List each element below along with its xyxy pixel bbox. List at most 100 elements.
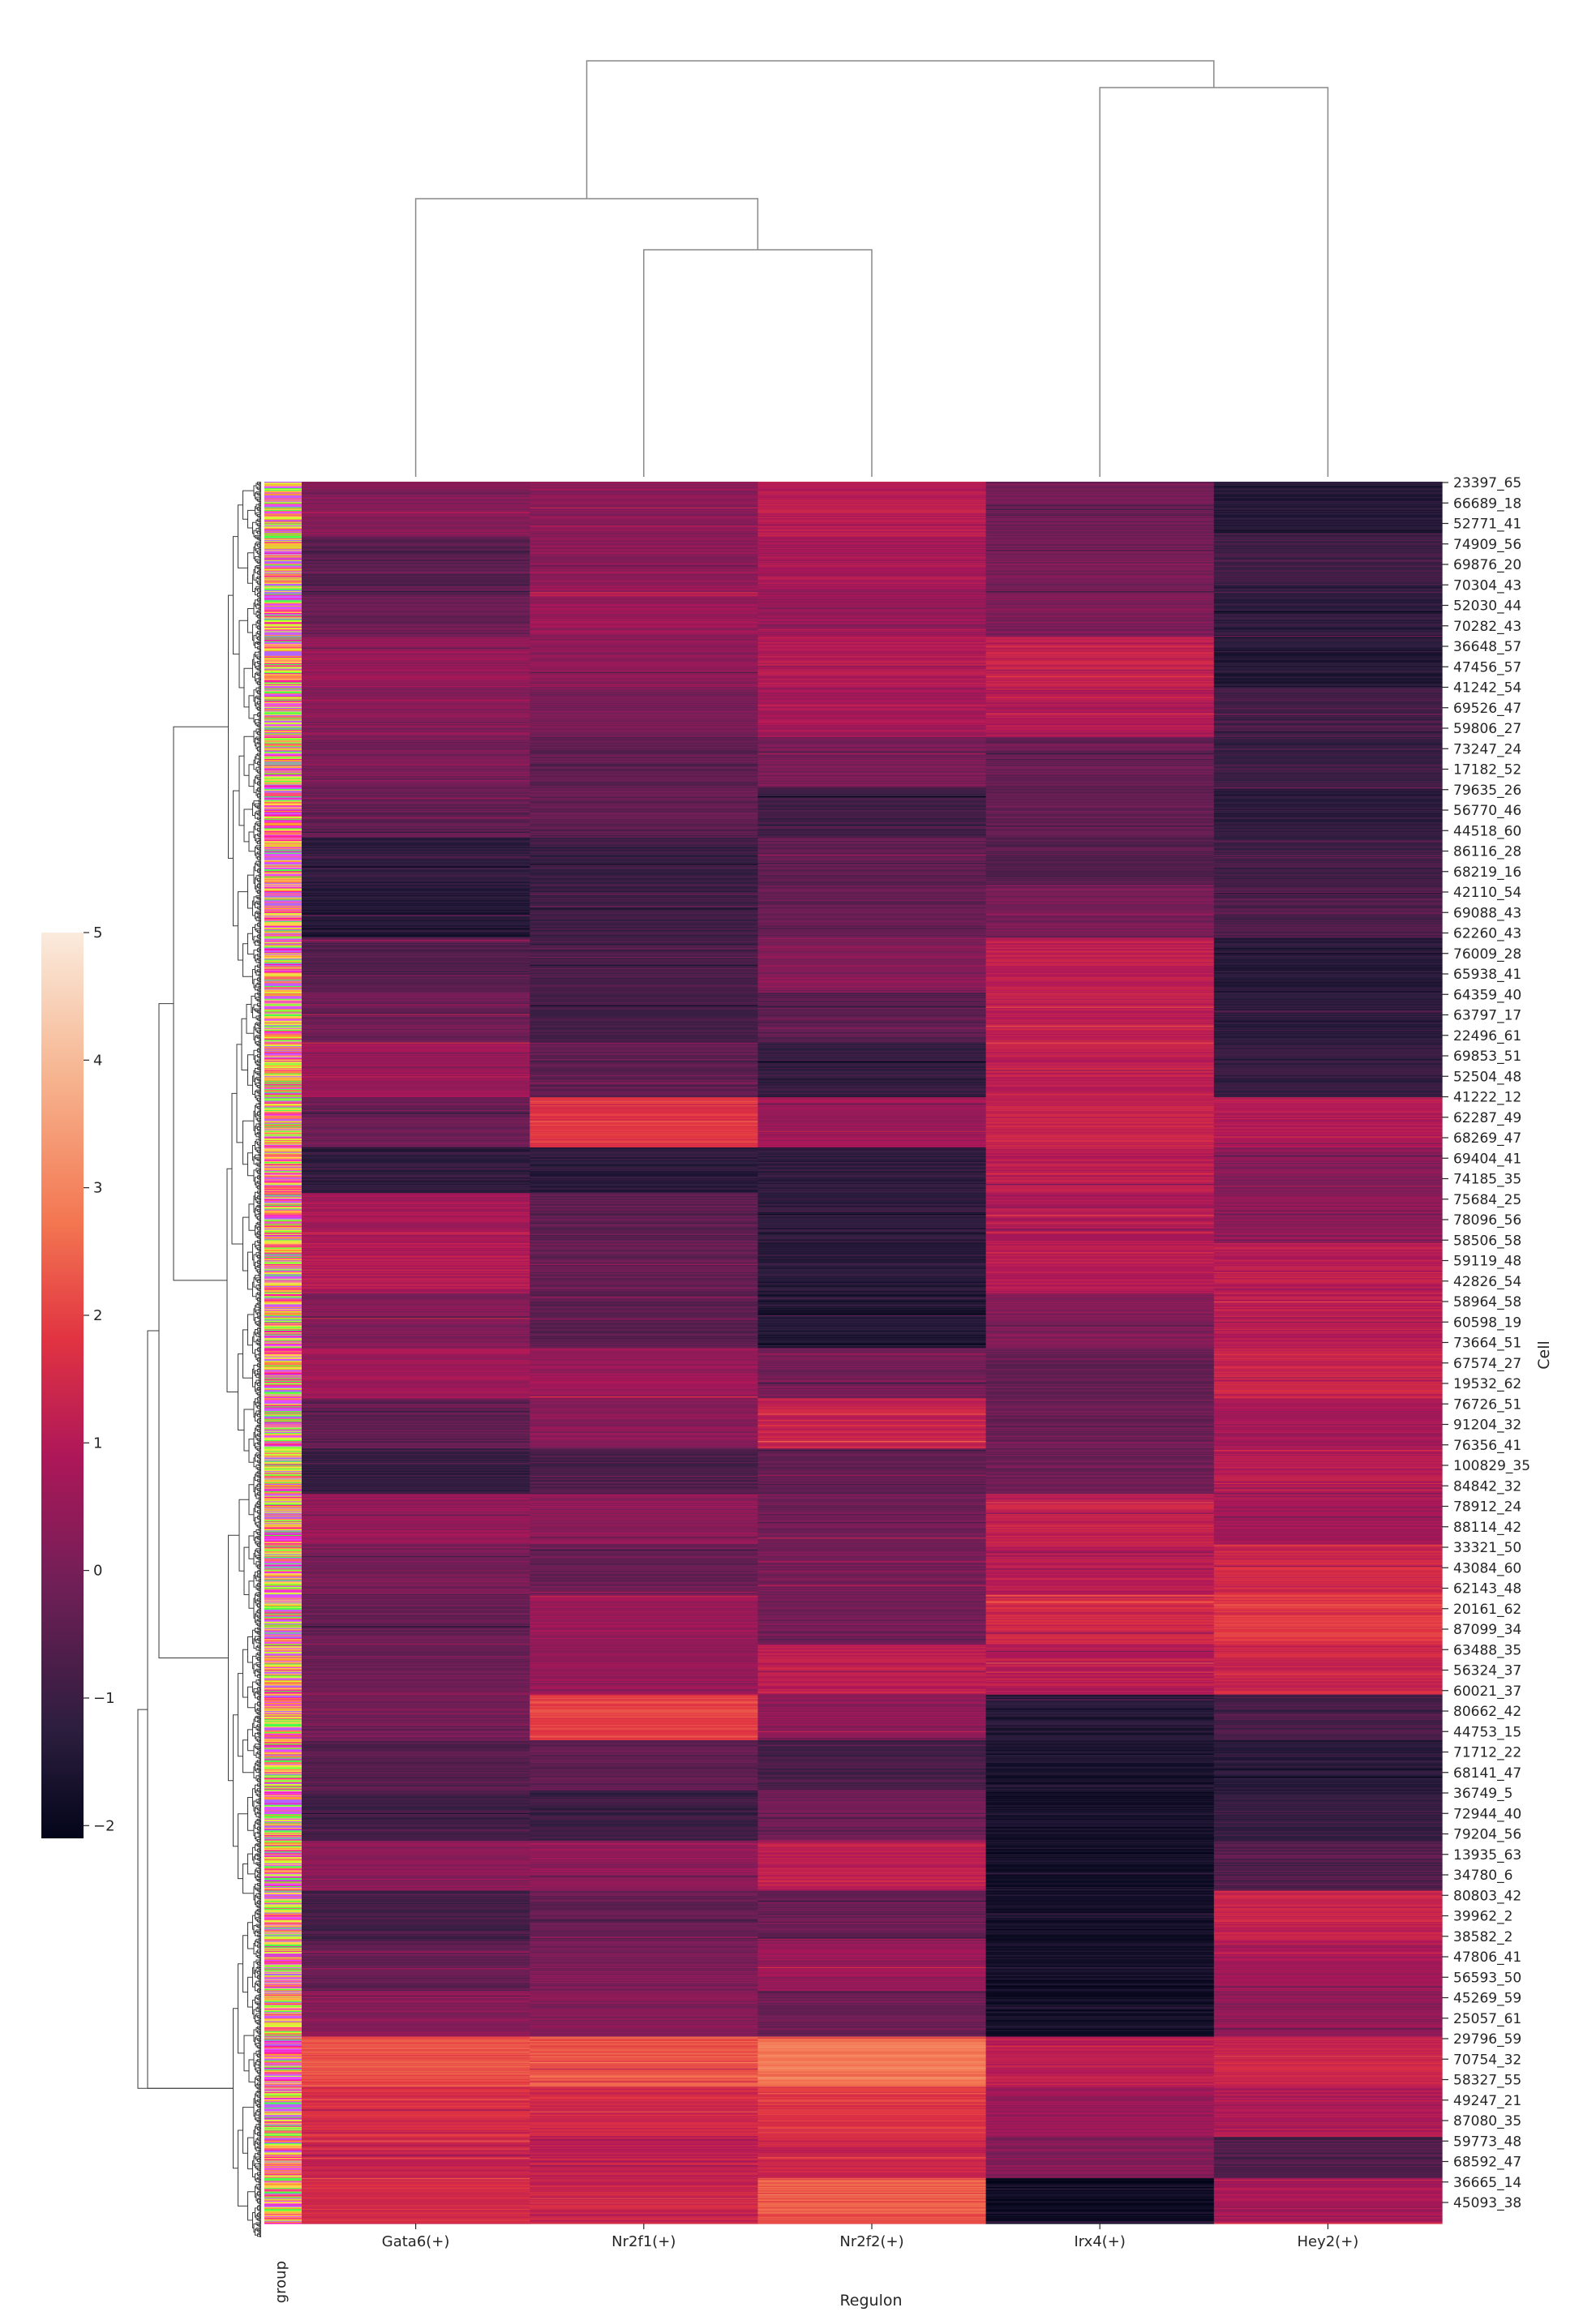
dendrogram-link bbox=[260, 1443, 261, 1446]
group-strip-cell bbox=[264, 1537, 302, 1538]
group-strip-cell bbox=[264, 952, 302, 954]
group-strip-cell bbox=[264, 2108, 302, 2111]
group-strip-cell bbox=[264, 1575, 302, 1577]
heatmap-cell bbox=[757, 575, 987, 577]
heatmap-cell bbox=[1213, 596, 1443, 598]
group-strip-cell bbox=[264, 1092, 302, 1094]
dendrogram-link bbox=[260, 1346, 261, 1349]
heatmap-cell bbox=[985, 676, 1215, 679]
group-strip-cell bbox=[264, 571, 302, 573]
dendrogram-link bbox=[260, 648, 261, 650]
heatmap-cell bbox=[1213, 510, 1443, 513]
group-strip-cell bbox=[264, 749, 302, 752]
dendrogram-link bbox=[258, 1563, 260, 1567]
group-strip-cell bbox=[264, 1568, 302, 1571]
dendrogram-link bbox=[258, 702, 260, 706]
group-strip-cell bbox=[264, 2048, 302, 2050]
group-strip-cell bbox=[264, 1604, 302, 1606]
heatmap-cell bbox=[985, 536, 1215, 538]
dendrogram-link bbox=[242, 1739, 254, 1773]
heatmap-cell bbox=[530, 525, 758, 527]
group-strip-cell bbox=[264, 1271, 302, 1273]
group-strip-cell bbox=[264, 1656, 302, 1658]
heatmap-cell bbox=[530, 505, 758, 507]
dendrogram-link bbox=[260, 1126, 261, 1129]
dendrogram-link bbox=[260, 1487, 261, 1490]
group-strip-cell bbox=[264, 934, 302, 937]
group-strip-cell bbox=[264, 2070, 302, 2072]
group-strip-cell bbox=[264, 736, 302, 739]
heatmap-cell bbox=[985, 537, 1215, 539]
group-strip-cell bbox=[264, 2162, 302, 2164]
group-strip-cell bbox=[264, 1869, 302, 1872]
heatmap-cell bbox=[530, 535, 758, 538]
group-strip-cell bbox=[264, 538, 302, 541]
group-strip-cell bbox=[264, 844, 302, 847]
group-strip-cell bbox=[264, 860, 302, 862]
heatmap-cell bbox=[757, 589, 987, 591]
dendrogram-link bbox=[260, 935, 261, 937]
dendrogram-link bbox=[260, 734, 261, 736]
heatmap-cell bbox=[1213, 554, 1443, 556]
group-strip-cell bbox=[264, 805, 302, 807]
group-strip-cell bbox=[264, 1185, 302, 1186]
heatmap-cell bbox=[302, 617, 530, 620]
heatmap-cell bbox=[1213, 654, 1443, 656]
group-strip-cell bbox=[264, 1160, 302, 1163]
dendrogram-link bbox=[258, 947, 260, 950]
dendrogram-link bbox=[260, 1495, 261, 1497]
dendrogram-link bbox=[260, 1972, 261, 1975]
dendrogram-link bbox=[260, 1338, 261, 1340]
group-strip-cell bbox=[264, 1529, 302, 1531]
group-strip-cell bbox=[264, 2052, 302, 2055]
heatmap-cell bbox=[985, 563, 1215, 564]
dendrogram-link bbox=[260, 873, 261, 876]
group-strip-cell bbox=[264, 1671, 302, 1673]
dendrogram-link bbox=[260, 575, 261, 577]
heatmap-cell bbox=[302, 616, 530, 619]
group-strip-cell bbox=[264, 1417, 302, 1419]
heatmap-cell bbox=[530, 645, 758, 648]
group-strip-cell bbox=[264, 1029, 302, 1031]
group-strip-cell bbox=[264, 1708, 302, 1710]
group-strip-cell bbox=[264, 1461, 302, 1464]
group-strip-cell bbox=[264, 1078, 302, 1080]
heatmap-cell bbox=[530, 619, 758, 621]
heatmap-cell bbox=[530, 658, 758, 660]
heatmap-cell bbox=[757, 577, 987, 579]
heatmap-cell bbox=[302, 618, 530, 620]
dendrogram-link bbox=[260, 1882, 261, 1885]
group-strip-cell bbox=[264, 1430, 302, 1432]
heatmap-cell bbox=[530, 682, 758, 684]
heatmap-cell bbox=[757, 639, 987, 641]
group-strip-cell bbox=[264, 846, 302, 848]
dendrogram-link bbox=[260, 899, 261, 901]
group-strip-cell bbox=[264, 493, 302, 495]
group-strip-cell bbox=[264, 1428, 302, 1430]
group-strip-cell bbox=[264, 1170, 302, 1172]
heatmap-cell bbox=[302, 643, 530, 645]
group-strip-cell bbox=[264, 872, 302, 874]
group-strip-cell bbox=[264, 513, 302, 514]
group-strip-cell bbox=[264, 697, 302, 699]
group-strip-cell bbox=[264, 1932, 302, 1934]
heatmap-cell bbox=[985, 491, 1215, 494]
dendrogram-link bbox=[260, 1555, 261, 1557]
group-strip-cell bbox=[264, 1525, 302, 1528]
heatmap-cell bbox=[530, 684, 758, 687]
group-strip-cell bbox=[264, 1815, 302, 1816]
group-strip-cell bbox=[264, 1610, 302, 1612]
heatmap-cell bbox=[302, 680, 530, 682]
group-strip-cell bbox=[264, 2138, 302, 2140]
group-strip-cell bbox=[264, 1481, 302, 1483]
group-strip-cell bbox=[264, 1533, 302, 1535]
group-strip-cell bbox=[264, 1259, 302, 1262]
group-strip-cell bbox=[264, 2027, 302, 2029]
group-strip-cell bbox=[264, 1072, 302, 1074]
group-strip-cell bbox=[264, 937, 302, 940]
dendrogram-link bbox=[260, 908, 261, 911]
dendrogram-link bbox=[260, 1178, 261, 1181]
heatmap-cell bbox=[985, 485, 1215, 487]
heatmap-cell bbox=[1213, 543, 1443, 546]
dendrogram-link bbox=[258, 1835, 260, 1838]
